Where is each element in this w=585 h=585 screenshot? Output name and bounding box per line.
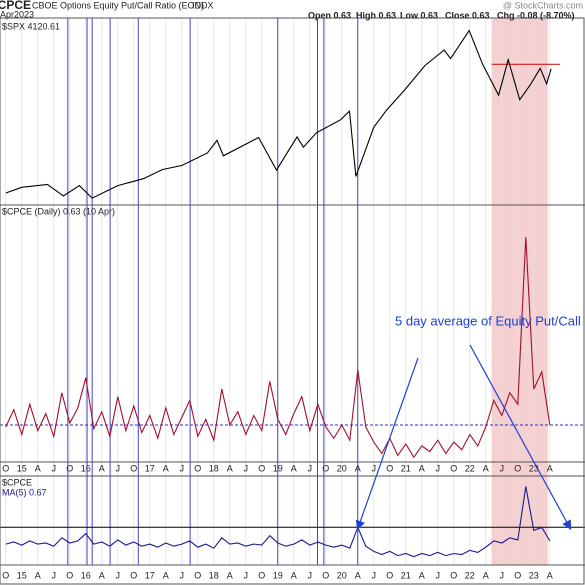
x-tick-label: J: [116, 570, 121, 580]
plot-layer: OO1515AAJJOO1616AAJJOO1717AAJJOO1818AAJJ…: [0, 18, 585, 580]
x-tick-label: 20: [337, 463, 347, 473]
x-tick-label: O: [130, 463, 137, 473]
x-tick-label: J: [372, 463, 377, 473]
x-tick-label: A: [355, 570, 361, 580]
x-tick-label: O: [2, 463, 9, 473]
x-tick-label: O: [322, 570, 329, 580]
x-tick-label: A: [483, 463, 489, 473]
x-tick-label: J: [52, 463, 57, 473]
x-tick-label: 16: [81, 463, 91, 473]
x-tick-label: A: [99, 463, 105, 473]
arrow: [469, 344, 572, 531]
exchange: INDX: [192, 0, 214, 10]
x-tick-label: O: [450, 570, 457, 580]
low: Low 0.63: [400, 10, 438, 20]
x-tick-label: 18: [209, 463, 219, 473]
x-tick-label: 21: [401, 570, 411, 580]
x-tick-label: 22: [465, 463, 475, 473]
x-tick-label: 17: [145, 463, 155, 473]
x-tick-label: A: [99, 570, 105, 580]
source: @ StockCharts.com: [503, 0, 583, 10]
x-tick-label: 18: [209, 570, 219, 580]
series-line: [5, 29, 552, 199]
x-tick-label: 22: [465, 570, 475, 580]
x-tick-label: O: [386, 570, 393, 580]
x-tick-label: O: [514, 570, 521, 580]
x-tick-label: 16: [81, 570, 91, 580]
x-tick-label: 17: [145, 570, 155, 580]
x-tick-label: O: [450, 463, 457, 473]
x-tick-label: 20: [337, 570, 347, 580]
annotation: 5 day average of Equity Put/Call >.80 = …: [395, 313, 585, 328]
open: Open 0.63: [308, 10, 351, 20]
x-tick-label: J: [308, 570, 313, 580]
x-tick-label: O: [514, 463, 521, 473]
x-tick-label: O: [258, 463, 265, 473]
highlight-region: [491, 18, 548, 565]
x-tick-label: J: [500, 570, 505, 580]
x-tick-label: O: [194, 463, 201, 473]
x-tick-label: J: [116, 463, 121, 473]
x-tick-label: A: [163, 570, 169, 580]
x-tick-label: A: [419, 463, 425, 473]
x-tick-label: J: [500, 463, 505, 473]
x-tick-label: A: [547, 463, 553, 473]
x-tick-label: 15: [17, 570, 27, 580]
x-tick-label: J: [244, 463, 249, 473]
close: Close 0.63: [445, 10, 490, 20]
x-tick-label: A: [483, 570, 489, 580]
date: Apr2023: [0, 9, 34, 19]
x-tick-label: J: [180, 570, 185, 580]
x-tick-label: A: [291, 570, 297, 580]
x-tick-label: 23: [529, 570, 539, 580]
x-tick-label: A: [227, 463, 233, 473]
x-tick-label: 19: [273, 570, 283, 580]
legend: $SPX 4120.61: [2, 21, 60, 31]
x-tick-label: J: [436, 463, 441, 473]
x-tick-label: 23: [529, 463, 539, 473]
x-tick-label: J: [180, 463, 185, 473]
x-tick-label: O: [258, 570, 265, 580]
x-tick-label: 15: [17, 463, 27, 473]
legend: $CPCE: [2, 477, 32, 487]
x-tick-label: J: [436, 570, 441, 580]
x-tick-label: O: [322, 463, 329, 473]
x-tick-label: A: [291, 463, 297, 473]
high: High 0.63: [356, 10, 396, 20]
x-tick-label: O: [2, 570, 9, 580]
x-tick-label: O: [130, 570, 137, 580]
arrow: [355, 357, 419, 531]
frame: [0, 17, 585, 585]
x-tick-label: A: [419, 570, 425, 580]
legend: MA(5) 0.67: [2, 487, 47, 497]
x-tick-label: A: [35, 570, 41, 580]
x-tick-label: A: [547, 570, 553, 580]
x-tick-label: A: [163, 463, 169, 473]
x-tick-label: J: [52, 570, 57, 580]
x-tick-label: J: [372, 570, 377, 580]
x-tick-label: O: [194, 570, 201, 580]
x-tick-label: A: [227, 570, 233, 580]
change: Chg -0.08 (-8.70%): [497, 10, 575, 20]
legend: $CPCE (Daily) 0.63 (10 Apr): [2, 206, 115, 216]
x-tick-label: A: [35, 463, 41, 473]
x-tick-label: J: [308, 463, 313, 473]
x-tick-label: O: [66, 463, 73, 473]
series-line: [5, 237, 551, 459]
series-line: [5, 486, 551, 558]
x-tick-label: O: [386, 463, 393, 473]
symbol: $CPCE: [0, 0, 31, 12]
name: CBOE Options Equity Put/Call Ratio (EOD): [32, 0, 204, 10]
x-tick-label: O: [66, 570, 73, 580]
x-tick-label: 21: [401, 463, 411, 473]
x-tick-label: J: [244, 570, 249, 580]
